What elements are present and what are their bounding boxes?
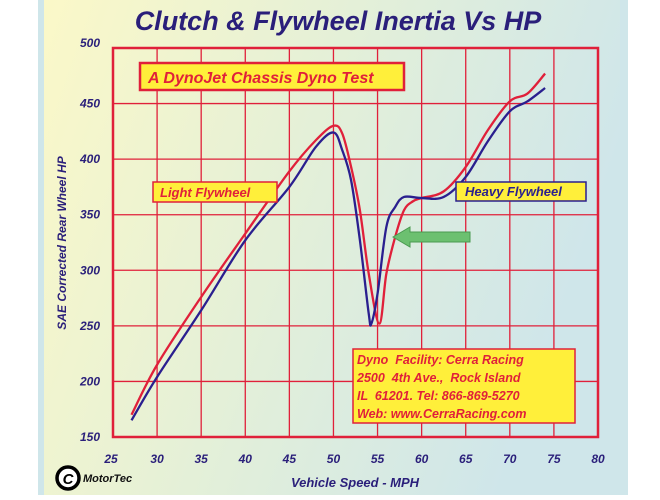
y-tick-label: 150 bbox=[80, 430, 100, 444]
y-tick-label: 200 bbox=[79, 374, 100, 388]
x-tick-label: 25 bbox=[103, 452, 118, 466]
tick-labels: 25 30 35 40 45 50 55 60 65 70 75 80 150 200 250 300 350 4… bbox=[79, 36, 605, 466]
y-tick-label: 300 bbox=[80, 263, 100, 277]
x-tick-label: 70 bbox=[503, 452, 517, 466]
x-tick-label: 50 bbox=[327, 452, 341, 466]
facility-line: 2500 4th Ave., Rock Island bbox=[356, 371, 521, 385]
x-tick-label: 30 bbox=[150, 452, 164, 466]
y-axis-label: SAE Corrected Rear Wheel HP bbox=[55, 155, 69, 329]
x-tick-label: 55 bbox=[371, 452, 385, 466]
heavy-flywheel-label-box: Heavy Flywheel bbox=[455, 181, 587, 202]
y-tick-label: 400 bbox=[79, 152, 100, 166]
x-tick-label: 60 bbox=[415, 452, 429, 466]
test-label: A DynoJet Chassis Dyno Test bbox=[147, 70, 374, 87]
series-line-light-flywheel bbox=[130, 72, 546, 416]
y-tick-label: 500 bbox=[80, 36, 100, 50]
svg-text:C: C bbox=[63, 471, 75, 488]
chart-title: Clutch & Flywheel Inertia Vs HP bbox=[135, 6, 543, 36]
test-label-box: A DynoJet Chassis Dyno Test bbox=[138, 61, 406, 92]
x-axis-label: Vehicle Speed - MPH bbox=[291, 475, 420, 490]
plot-border bbox=[111, 46, 600, 439]
facility-box: Dyno Facility: Cerra Racing 2500 4th Ave… bbox=[352, 348, 576, 424]
x-tick-label: 35 bbox=[195, 452, 209, 466]
x-tick-label: 40 bbox=[238, 452, 253, 466]
green-arrow-icon bbox=[392, 226, 471, 248]
light-flywheel-label: Light Flywheel bbox=[160, 185, 251, 200]
credit: MotorTec bbox=[83, 473, 132, 485]
y-tick-label: 250 bbox=[79, 319, 100, 333]
x-tick-label: 80 bbox=[591, 452, 605, 466]
x-tick-label: 75 bbox=[547, 452, 561, 466]
series-lines bbox=[130, 72, 546, 421]
copyright-icon bbox=[55, 465, 81, 491]
light-flywheel-label-box: Light Flywheel bbox=[152, 181, 278, 203]
x-tick-label: 65 bbox=[459, 452, 473, 466]
series-line-heavy-flywheel bbox=[130, 87, 546, 421]
x-tick-label: 45 bbox=[282, 452, 297, 466]
heavy-flywheel-label: Heavy Flywheel bbox=[465, 184, 562, 199]
y-tick-label: 350 bbox=[80, 208, 100, 222]
motortec-logo: C MotorTec bbox=[55, 465, 132, 491]
facility-line: Dyno Facility: Cerra Racing bbox=[357, 353, 524, 367]
facility-line: IL 61201. Tel: 866-869-5270 bbox=[357, 389, 520, 403]
y-tick-label: 450 bbox=[79, 97, 100, 111]
facility-line: Web: www.CerraRacing.com bbox=[357, 407, 526, 421]
